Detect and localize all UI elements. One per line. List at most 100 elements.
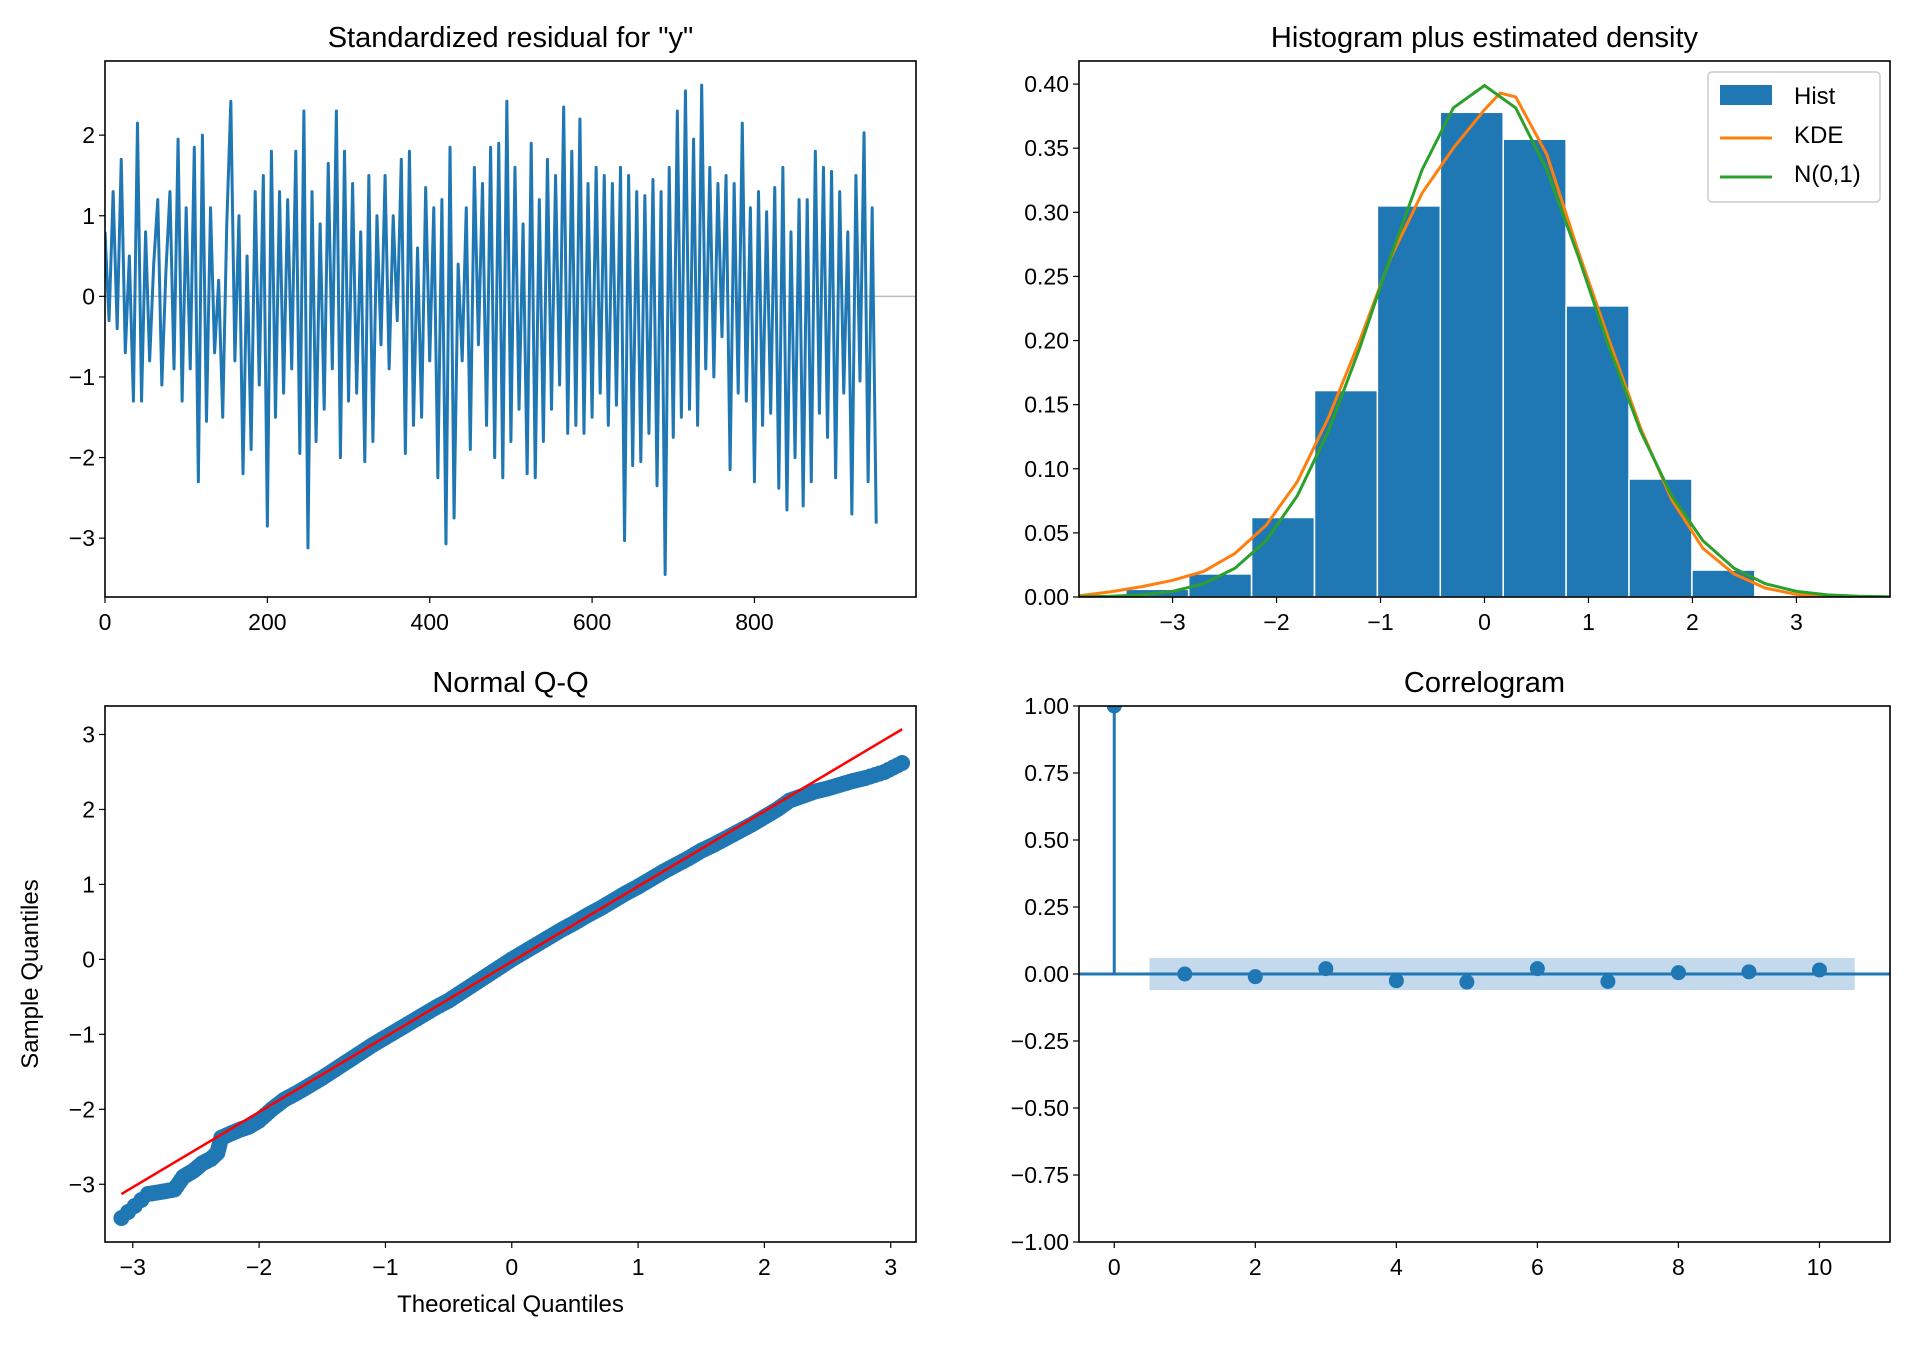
axes-frame [104,60,917,598]
x-tick-label: 4 [1390,1254,1403,1280]
kde-line [1079,91,1890,597]
qq-reference-line [120,728,903,1196]
y-tick-label: −3 [69,525,95,551]
acf-point [1318,961,1334,977]
acf-point [1600,974,1616,990]
plot-area [105,83,916,576]
chart-title: Standardized residual for "y" [328,22,694,54]
y-tick-label: 0.00 [1024,961,1069,987]
y-tick-label: −2 [69,445,95,471]
x-tick-label: 1 [632,1254,645,1280]
acf-point [1670,965,1686,981]
y-tick-label: −0.75 [1011,1162,1069,1188]
x-tick-label: −1 [1367,609,1393,635]
x-tick-label: 3 [1790,609,1803,635]
plot-area [113,728,911,1227]
y-tick-label: 1 [82,871,95,897]
plot-area [1079,83,1890,597]
correlogram-chart: Correlogram 0 2 4 6 8 10 −1.00 −0.75 −0.50 −0.25 0.… [1011,667,1891,1280]
hist-bar [1502,138,1567,597]
x-tick-label: 0 [1108,1254,1121,1280]
legend-label: Hist [1794,83,1836,110]
qq-point [889,757,906,774]
y-tick-label: 0.30 [1024,199,1069,225]
x-tick-label: −3 [120,1254,146,1280]
chart-title: Correlogram [1404,667,1565,699]
legend: Hist KDE N(0,1) [1707,71,1881,203]
acf-point [1741,964,1757,980]
x-tick-label: 2 [758,1254,771,1280]
x-axis-label: Theoretical Quantiles [397,1291,624,1318]
legend-label: N(0,1) [1794,161,1861,188]
y-tick-label: 2 [82,796,95,822]
x-tick-label: 800 [735,609,773,635]
y-tick-label: 0.50 [1024,827,1069,853]
hist-bar [1565,305,1630,597]
y-tick-label: 0 [82,283,95,309]
hist-bar [1628,478,1693,597]
axes-frame [1078,705,1891,1243]
y-tick-label: 2 [82,122,95,148]
y-tick-label: 0.25 [1024,894,1069,920]
y-tick-label: 0.10 [1024,456,1069,482]
x-tick-label: −1 [372,1254,398,1280]
x-tick-label: 0 [99,609,112,635]
normal-density-line [1079,83,1890,597]
plot-area [1079,706,1890,991]
x-tick-label: 10 [1807,1254,1833,1280]
hist-bar [1313,389,1379,597]
y-tick-label: 3 [82,721,95,747]
x-tick-label: −2 [246,1254,272,1280]
y-axis-label: Sample Quantiles [17,879,44,1068]
acf-point [1106,706,1122,714]
x-tick-label: −3 [1159,609,1185,635]
acf-point [1388,973,1404,989]
y-tick-label: −1 [69,364,95,390]
x-tick-label: 6 [1531,1254,1544,1280]
y-tick-label: 0.15 [1024,392,1069,418]
x-tick-label: 1 [1582,609,1595,635]
y-tick-label: 0 [82,946,95,972]
x-tick-label: 200 [248,609,286,635]
x-tick-label: 0 [505,1254,518,1280]
qq-chart: Normal Q-Q −3 −2 −1 0 1 2 3 −3 −2 −1 0 1 2 3 Theoretica… [17,667,917,1318]
acf-point [1247,969,1263,985]
x-tick-label: 8 [1672,1254,1685,1280]
axes-frame [104,705,917,1243]
x-tick-label: 600 [573,609,611,635]
acf-point [1177,966,1193,982]
y-tick-label: 1 [82,203,95,229]
acf-point [1529,961,1545,977]
x-tick-label: 3 [884,1254,897,1280]
y-tick-label: 0.40 [1024,71,1069,97]
hist-bar [1439,111,1504,597]
axes-frame [1078,60,1891,598]
histogram-chart: Histogram plus estimated density −3 −2 −1 0 1… [1024,22,1891,635]
x-tick-label: 400 [411,609,449,635]
acf-point [1811,962,1827,978]
x-tick-label: 2 [1249,1254,1262,1280]
chart-title: Histogram plus estimated density [1271,22,1699,54]
y-tick-label: 0.20 [1024,328,1069,354]
x-tick-label: 0 [1478,609,1491,635]
residual-chart: Standardized residual for "y" 0 200 400 600 8… [69,22,917,635]
y-tick-label: 0.25 [1024,263,1069,289]
y-tick-label: −2 [69,1096,95,1122]
x-tick-label: 2 [1686,609,1699,635]
chart-title: Normal Q-Q [432,667,588,699]
legend-swatch-hist [1720,85,1772,105]
y-tick-label: 0.35 [1024,135,1069,161]
y-tick-label: −1.00 [1011,1229,1069,1255]
y-tick-label: 0.00 [1024,584,1069,610]
legend-label: KDE [1794,122,1843,149]
y-tick-label: 0.05 [1024,520,1069,546]
y-tick-label: 1.00 [1024,693,1069,719]
acf-point [1459,974,1475,990]
x-tick-label: −2 [1263,609,1289,635]
residual-series-line [105,83,878,576]
y-tick-label: −0.50 [1011,1095,1069,1121]
y-tick-label: −3 [69,1171,95,1197]
y-tick-label: 0.75 [1024,760,1069,786]
y-tick-label: −1 [69,1021,95,1047]
